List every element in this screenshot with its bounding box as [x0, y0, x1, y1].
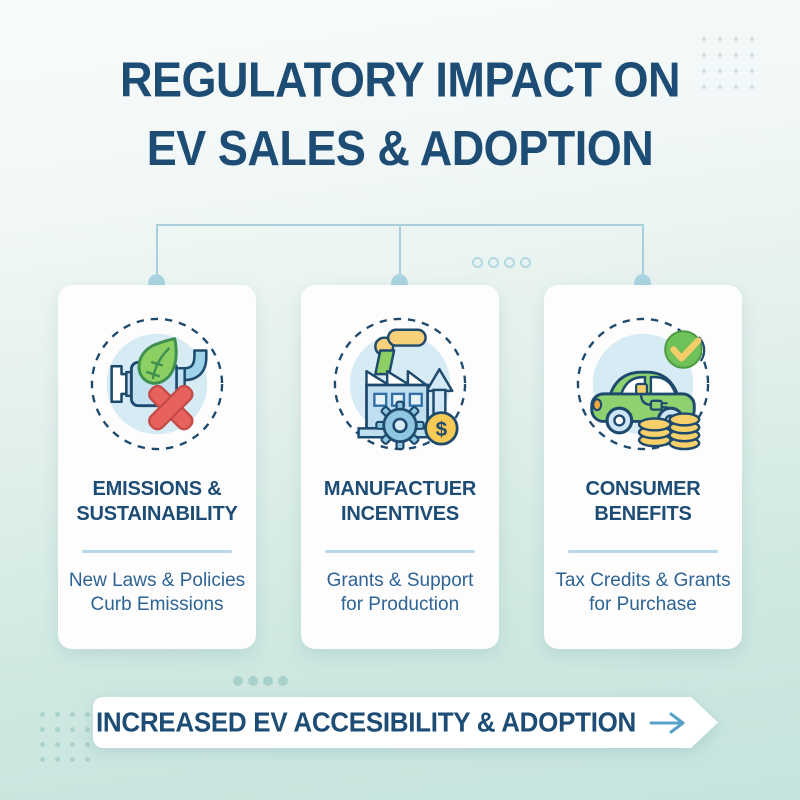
right-arrow-icon [649, 712, 691, 734]
ev-car-benefits-icon [574, 315, 712, 453]
card-title: EMISSIONS & SUSTAINABILITY [76, 477, 237, 527]
dot-row-decoration [233, 676, 288, 686]
card-desc-line2: for Purchase [589, 594, 697, 615]
card-title: MANUFACTUER INCENTIVES [324, 477, 476, 527]
dot-grid-decoration [40, 712, 90, 762]
connector-line-vertical [399, 224, 401, 282]
card-description: Grants & Support for Production [327, 569, 474, 617]
card-title-line1: MANUFACTUER [323, 478, 477, 500]
card-desc-line1: New Laws & Policies [68, 570, 246, 591]
adoption-banner-label: INCREASED EV ACCESIBILITY & ADOPTION [95, 705, 637, 739]
svg-text:$: $ [436, 418, 448, 441]
connector-line-vertical [642, 224, 644, 282]
card-divider [82, 550, 232, 553]
card-description: New Laws & Policies Curb Emissions [69, 569, 245, 617]
card-divider [568, 550, 718, 553]
card-title: CONSUMER BENEFITS [585, 477, 700, 527]
page-title-line2: EV SALES & ADOPTION [146, 119, 654, 176]
card-description: Tax Credits & Grants for Purchase [555, 569, 730, 617]
engine-leaf-crossed-icon [88, 315, 226, 453]
card-manufacturer-incentives: $ MANUFACTUER INCENTIVES Grants & Suppor… [301, 285, 499, 649]
card-title-line2: SUSTAINABILITY [76, 503, 238, 525]
page-title-line1: REGULATORY IMPACT ON [119, 51, 681, 108]
dot-grid-decoration [702, 37, 754, 89]
connector-line-vertical [156, 224, 158, 282]
factory-incentive-icon: $ [331, 315, 469, 453]
card-desc-line1: Tax Credits & Grants [555, 570, 731, 591]
card-desc-line2: Curb Emissions [90, 594, 224, 615]
card-title-line2: INCENTIVES [340, 503, 459, 525]
adoption-banner-shape: INCREASED EV ACCESIBILITY & ADOPTION [93, 697, 718, 748]
card-divider [325, 550, 475, 553]
adoption-banner: INCREASED EV ACCESIBILITY & ADOPTION [93, 697, 718, 748]
card-title-line2: BENEFITS [594, 503, 692, 525]
card-title-line1: CONSUMER [585, 478, 701, 500]
card-title-line1: EMISSIONS & [92, 478, 222, 500]
card-emissions-sustainability: EMISSIONS & SUSTAINABILITY New Laws & Po… [58, 285, 256, 649]
card-desc-line2: for Production [340, 594, 460, 615]
page-title: REGULATORY IMPACT ON EV SALES & ADOPTION [0, 46, 800, 182]
card-desc-line1: Grants & Support [326, 570, 474, 591]
card-consumer-benefits: CONSUMER BENEFITS Tax Credits & Grants f… [544, 285, 742, 649]
circle-row-decoration [472, 257, 531, 268]
